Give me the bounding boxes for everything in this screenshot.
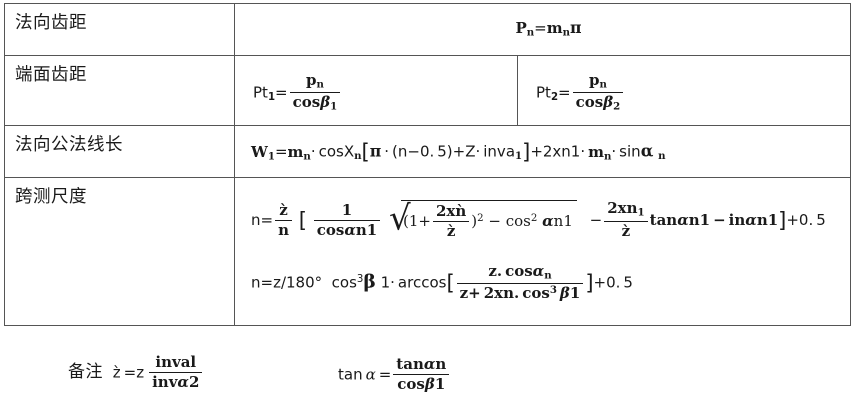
gear-formula-table: 法向齿距 Pn=mnπ 端面齿距 Pt1= pn: [4, 3, 852, 326]
formula-pt1: Pt1= pn cosβ1: [247, 56, 517, 114]
table-row: 法向齿距 Pn=mnπ: [4, 3, 852, 56]
note-item-tan-alpha: tan α = tanαn cosβ1: [338, 355, 451, 394]
formula-span-n1: n= z̀ n [ 1 cosαn1 √: [251, 198, 826, 241]
note-label: 备注: [68, 362, 103, 383]
formula-cell-transverse-pitch-1: Pt1= pn cosβ1: [234, 55, 518, 126]
formula-cell-normal-pitch: Pn=mnπ: [233, 3, 852, 56]
note-item-z-prime: 备注 z̀ =z inval invα2: [68, 353, 204, 392]
formula-cell-normal-span-length: W1=mn· cosXn[π · (n−0. 5)+Z· inva1]+2xn1…: [233, 125, 852, 178]
row-label-normal-pitch: 法向齿距: [4, 3, 235, 56]
table-row: 端面齿距 Pt1= pn cosβ1 Pt2=: [4, 55, 852, 126]
table-row: 法向公法线长 W1=mn· cosXn[π · (n−0. 5)+Z· inva…: [4, 125, 852, 178]
formula-w1: W1=mn· cosXn[π · (n−0. 5)+Z· inva1]+2xn1…: [251, 140, 666, 164]
row-label-normal-span-length: 法向公法线长: [4, 125, 235, 178]
formula-normal-pitch: Pn=mnπ: [515, 18, 582, 39]
row-label-transverse-pitch: 端面齿距: [4, 55, 235, 126]
formula-cell-transverse-pitch-2: Pt2= pn cosβ2: [516, 55, 852, 126]
row-label-span-measurement: 跨测尺度: [4, 177, 235, 326]
formula-cell-span-measurement: n= z̀ n [ 1 cosαn1 √: [233, 177, 852, 326]
footer-note-row: 备注 z̀ =z inval invα2 tan α = tanαn cosβ1: [0, 352, 858, 410]
table-row: 跨测尺度 n= z̀ n [ 1 cosαn1: [4, 177, 852, 326]
formula-pt2: Pt2= pn cosβ2: [530, 56, 850, 114]
formula-span-n2: n=z/180° cos3β 1· arccos[ z. cosαn z+ 2x…: [251, 261, 633, 302]
